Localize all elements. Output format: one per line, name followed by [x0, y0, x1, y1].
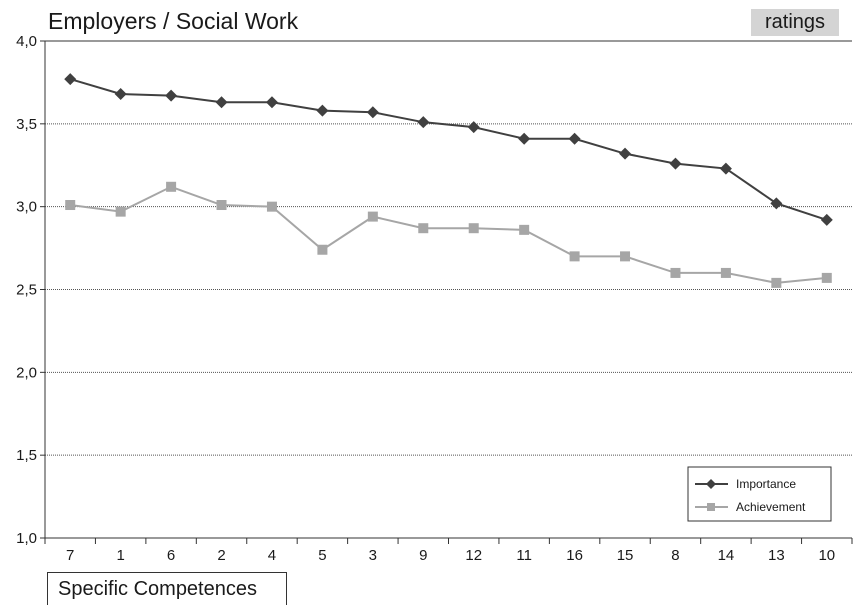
- data-point-achievement: [468, 223, 479, 234]
- x-tick-label: 1: [116, 547, 124, 564]
- data-point-importance: [64, 73, 77, 86]
- x-tick-label: 14: [718, 547, 735, 564]
- legend-marker: [706, 479, 716, 489]
- data-point-achievement: [821, 272, 832, 283]
- data-point-achievement: [418, 223, 429, 234]
- data-point-importance: [215, 96, 228, 109]
- x-tick-label: 3: [369, 547, 377, 564]
- x-tick-label: 7: [66, 547, 74, 564]
- x-tick-label: 13: [768, 547, 785, 564]
- line-chart: 1,01,52,02,53,03,54,07 1 6 2 4 5 3 9 12 11 16 15 8 14…: [16, 33, 853, 564]
- y-tick-label: 2,0: [16, 364, 37, 381]
- y-tick-label: 2,5: [16, 282, 37, 299]
- series-line-achievement: [70, 185, 827, 284]
- data-point-achievement: [569, 251, 580, 262]
- data-point-importance: [114, 88, 127, 101]
- data-point-importance: [568, 132, 581, 145]
- data-point-achievement: [115, 206, 126, 217]
- data-point-achievement: [670, 267, 681, 278]
- data-point-importance: [316, 104, 329, 117]
- data-point-importance: [417, 116, 430, 129]
- data-point-achievement: [519, 224, 530, 235]
- data-point-achievement: [65, 200, 76, 211]
- x-tick-label: 12: [465, 547, 482, 564]
- data-point-achievement: [720, 267, 731, 278]
- x-tick-label: 6: [167, 547, 175, 564]
- legend-marker: [707, 503, 715, 511]
- data-point-importance: [619, 147, 632, 160]
- x-tick-label: 2: [217, 547, 225, 564]
- data-point-importance: [669, 157, 682, 170]
- data-point-achievement: [166, 181, 177, 192]
- data-point-importance: [366, 106, 379, 119]
- x-axis-label: Specific Competences: [47, 572, 287, 605]
- data-point-achievement: [367, 211, 378, 222]
- x-tick-label: 9: [419, 547, 427, 564]
- data-point-importance: [518, 132, 531, 145]
- y-tick-label: 1,0: [16, 530, 37, 547]
- x-tick-label: 10: [818, 547, 835, 564]
- y-tick-label: 3,0: [16, 199, 37, 216]
- ratings-badge: ratings: [751, 9, 839, 36]
- y-tick-label: 4,0: [16, 33, 37, 50]
- data-point-achievement: [266, 201, 277, 212]
- legend-label: Importance: [736, 477, 796, 491]
- data-point-importance: [265, 96, 278, 109]
- series-line-importance: [69, 78, 828, 221]
- data-point-importance: [820, 213, 833, 226]
- x-tick-label: 8: [671, 547, 679, 564]
- data-point-importance: [165, 89, 178, 102]
- legend-label: Achievement: [736, 500, 806, 514]
- y-tick-label: 1,5: [16, 447, 37, 464]
- x-tick-label: 4: [268, 547, 276, 564]
- data-point-achievement: [216, 200, 227, 211]
- legend-box: [687, 466, 832, 522]
- data-point-achievement: [620, 251, 631, 262]
- x-tick-label: 11: [516, 547, 532, 564]
- data-point-importance: [770, 197, 783, 210]
- chart-title: Employers / Social Work: [48, 8, 299, 34]
- x-tick-label: 16: [566, 547, 583, 564]
- data-point-achievement: [317, 244, 328, 255]
- data-point-importance: [467, 121, 480, 134]
- y-tick-label: 3,5: [16, 116, 37, 133]
- data-point-achievement: [771, 277, 782, 288]
- x-tick-label: 15: [617, 547, 634, 564]
- x-tick-label: 5: [318, 547, 326, 564]
- data-point-importance: [719, 162, 732, 175]
